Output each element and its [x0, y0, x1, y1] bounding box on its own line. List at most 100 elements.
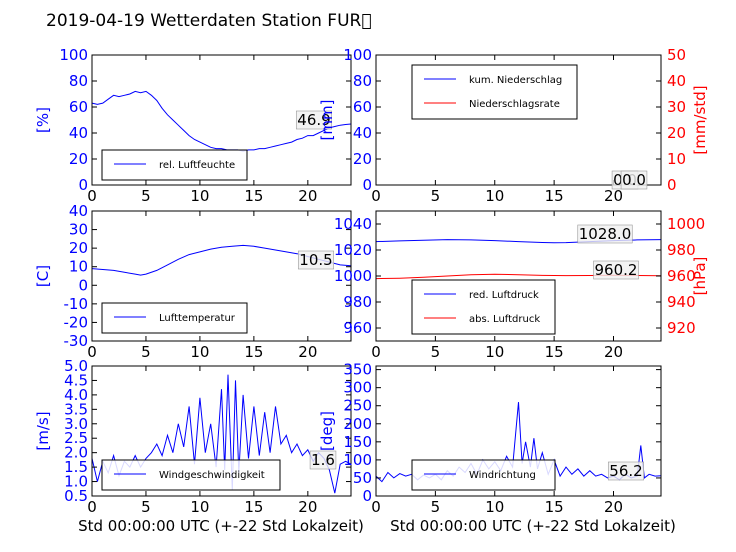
x-tick-label: 0 [87, 343, 97, 361]
panel-temperature: 0 5 10 15 20-30-20-10010203040[C]Lufttempera… [34, 202, 352, 361]
legend-label: Windrichtung [469, 470, 536, 481]
y-tick-label: 960 [343, 319, 372, 337]
x-tick-label: 15 [244, 343, 263, 361]
value-annotation: 1028.0 [577, 224, 633, 244]
x-tick-label: 5 [141, 187, 151, 205]
value-annotation-text: 10.5 [299, 251, 332, 269]
x-tick-label: 20 [604, 343, 623, 361]
plot-frame-winddirection [375, 365, 662, 497]
value-annotation-box [593, 260, 639, 280]
y-tick-label: -10 [64, 295, 89, 313]
x-tick-label: 20 [604, 187, 623, 205]
x-tick-label: 10 [485, 498, 504, 516]
x-tick-label: 5 [431, 343, 441, 361]
value-annotation-box [577, 224, 633, 244]
y-tick-label-right: 920 [667, 319, 696, 337]
value-annotation-text: 0.0 [622, 171, 646, 189]
x-tick-label: 15 [545, 343, 564, 361]
x-axis-label-left: Std 00:00:00 UTC (+-22 Std Lokalzeit) [78, 517, 364, 535]
y-tick-label: 2.5 [64, 429, 88, 447]
y-axis-label: [%] [34, 107, 52, 133]
x-tick-label: 20 [298, 343, 317, 361]
y-tick-label: 50 [353, 469, 372, 487]
y-tick-label: 0 [78, 276, 88, 294]
plot-frame-precipitation [375, 54, 662, 186]
y-tick-label: 40 [69, 124, 88, 142]
legend-box [101, 459, 281, 491]
y-tick-label: 150 [343, 433, 372, 451]
y-tick-label-right: 30 [667, 98, 686, 116]
y-tick-label: 300 [343, 379, 372, 397]
y-tick-label: 4.5 [64, 371, 88, 389]
y-tick-label-right: 940 [667, 293, 696, 311]
x-tick-label: 0 [371, 498, 381, 516]
x-tick-label: 15 [545, 187, 564, 205]
value-annotation: 10.5 [297, 250, 335, 270]
value-annotation: 56.2 [607, 461, 645, 481]
x-tick-label: 0 [87, 187, 97, 205]
y-tick-label: 1040 [334, 215, 372, 233]
x-tick-label: 10 [485, 187, 504, 205]
x-axis-label-right: Std 00:00:00 UTC (+-22 Std Lokalzeit) [390, 517, 676, 535]
x-tick-label: 10 [190, 498, 209, 516]
y-tick-label: 200 [343, 415, 372, 433]
value-annotation-box [297, 250, 335, 270]
y-tick-label: -30 [64, 332, 89, 350]
y-tick-label-right: 50 [667, 46, 686, 64]
y-tick-label-right: 980 [667, 241, 696, 259]
x-tick-label: 5 [431, 187, 441, 205]
y-tick-label: 40 [353, 124, 372, 142]
y-tick-label: 20 [69, 150, 88, 168]
y-tick-label: 3.0 [64, 415, 88, 433]
y-tick-label: 80 [353, 72, 372, 90]
y-tick-label: 1020 [334, 241, 372, 259]
x-tick-label: 10 [190, 187, 209, 205]
y-tick-label-right: 0 [667, 176, 677, 194]
y-tick-label: 250 [343, 397, 372, 415]
legend-label: red. Luftdruck [469, 290, 539, 301]
y-tick-label: 1.5 [64, 458, 88, 476]
value-annotation-text: 56.2 [609, 462, 642, 480]
y-tick-label: 40 [69, 202, 88, 220]
value-annotation-text: 960.2 [595, 261, 638, 279]
y-tick-label: 100 [343, 46, 372, 64]
x-tick-label: 0 [371, 343, 381, 361]
y-tick-label: 0.5 [64, 487, 88, 505]
panel-humidity: 0 5 10 15 20 0 20 40 60 80 100 [%] rel. Luftfeuchte 4… [34, 46, 352, 205]
x-tick-label: 20 [298, 498, 317, 516]
plot-frame-temperature [91, 210, 352, 342]
legend-label: abs. Luftdruck [469, 314, 540, 325]
series-line-humidity-0 [91, 90, 352, 152]
legend-box [411, 279, 556, 335]
value-annotation-text: 1.6 [311, 451, 335, 469]
panel-winddirection: 0 5 10 15 20050100150200250300350[deg]Windri… [318, 361, 662, 516]
y-axis-label-right: [mm/std] [691, 85, 709, 154]
y-tick-label: 980 [343, 293, 372, 311]
legend-label: kum. Niederschlag [469, 75, 562, 86]
legend-label: Niederschlagsrate [469, 99, 560, 110]
value-annotation: 46.9 [295, 110, 333, 130]
legend-box [101, 302, 248, 334]
value-annotation: 0.0 [620, 170, 648, 190]
x-tick-label: 0 [87, 498, 97, 516]
value-annotation-box [620, 170, 648, 190]
y-axis-label: [mm] [318, 100, 336, 141]
legend-precipitation: kum. Niederschlag Niederschlagsrate [411, 64, 578, 120]
y-tick-label: 30 [69, 221, 88, 239]
x-tick-label: 0 [371, 187, 381, 205]
y-tick-label: 80 [69, 72, 88, 90]
legend-winddirection: Windrichtung [411, 459, 556, 491]
x-tick-label: 5 [141, 343, 151, 361]
y-axis-label: [deg] [318, 411, 336, 451]
y-tick-label-right: 10 [667, 150, 686, 168]
value-annotation-box [309, 450, 337, 470]
y-tick-label: 10 [69, 258, 88, 276]
y-tick-label: 1000 [334, 267, 372, 285]
y-tick-label: 20 [353, 150, 372, 168]
x-tick-label: 15 [545, 498, 564, 516]
value-annotation-box [607, 461, 645, 481]
y-tick-label: 3.5 [64, 400, 88, 418]
y-tick-label: 0 [362, 487, 372, 505]
y-axis-label: [C] [34, 265, 52, 287]
y-tick-label: 60 [353, 98, 372, 116]
